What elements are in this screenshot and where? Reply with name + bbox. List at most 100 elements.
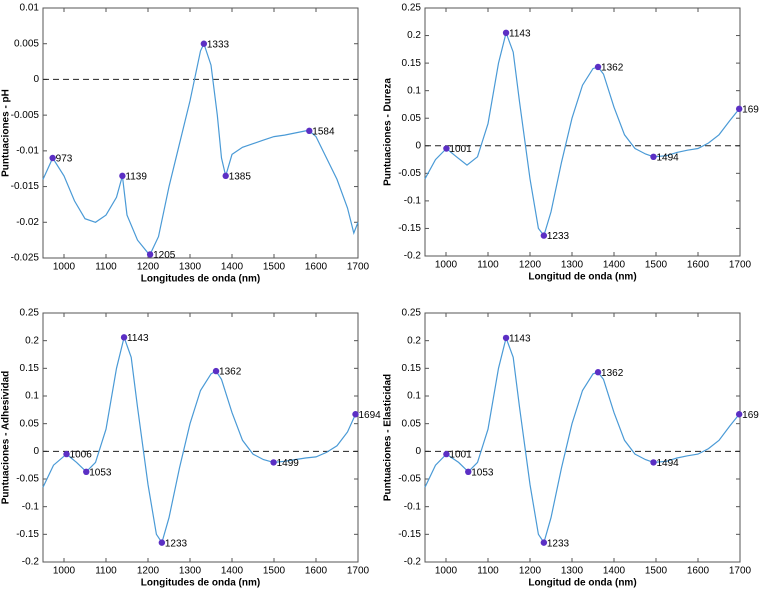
- point-label: 1362: [219, 367, 242, 378]
- subplot: -0.2 -0.15 -0.1 -0.05 0 0.05 0.1 0.15 0.2 0.25 100…: [383, 308, 759, 589]
- point-label: 1001: [449, 450, 472, 461]
- y-tick-label: 0.2: [407, 30, 421, 41]
- y-tick-label: 0.01: [20, 3, 40, 14]
- subplot: -0.025 -0.02 -0.015 -0.01 -0.005 0 0.005 0.01 10…: [1, 3, 370, 285]
- point-label: 1694: [358, 410, 381, 421]
- y-tick-label: 0.05: [402, 418, 422, 429]
- y-tick-label: 0: [415, 446, 421, 457]
- point-label: 1333: [207, 39, 230, 50]
- plot-area: [424, 312, 741, 563]
- marked-point: [306, 127, 313, 135]
- point-label: 1139: [125, 171, 147, 182]
- marked-point: [465, 468, 472, 476]
- point-label: 1233: [547, 231, 570, 242]
- x-tick-label: 1000: [435, 260, 458, 271]
- x-tick-label: 1200: [137, 566, 160, 577]
- marked-point: [146, 251, 154, 258]
- x-tick-label: 1400: [603, 566, 626, 577]
- plot-area: [424, 7, 741, 257]
- y-tick-label: -0.025: [11, 253, 40, 264]
- y-tick-label: -0.1: [22, 501, 40, 512]
- point-label: 1362: [601, 63, 624, 74]
- x-tick-label: 1700: [347, 566, 370, 577]
- y-tick-label: -0.2: [404, 251, 422, 262]
- y-axis-label: Puntuaciones - pH: [1, 89, 12, 177]
- point-label: 1698: [742, 410, 759, 421]
- x-tick-label: 1000: [53, 262, 76, 273]
- point-label: 1143: [509, 334, 531, 345]
- marked-point: [650, 459, 657, 466]
- y-tick-label: 0.15: [402, 58, 422, 69]
- x-tick-label: 1500: [263, 566, 286, 577]
- y-tick-label: 0.1: [407, 391, 421, 402]
- marked-point: [594, 63, 602, 71]
- marked-point: [270, 459, 277, 466]
- y-tick-label: 0.05: [20, 418, 40, 429]
- x-tick-label: 1600: [687, 566, 710, 577]
- curve: [42, 335, 359, 545]
- marked-point: [594, 369, 602, 376]
- curve: [424, 335, 741, 545]
- point-label: 1494: [656, 152, 679, 163]
- y-tick-label: 0.25: [20, 308, 40, 319]
- y-tick-label: -0.02: [16, 217, 39, 228]
- y-tick-label: 0.2: [25, 335, 39, 346]
- y-axis-label: Puntuaciones - Adhesividad: [1, 371, 12, 505]
- x-tick-label: 1200: [519, 260, 542, 271]
- point-label: 973: [56, 154, 73, 165]
- marked-point: [158, 539, 166, 546]
- x-tick-label: 1400: [221, 262, 244, 273]
- x-tick-label: 1300: [179, 566, 202, 577]
- x-tick-label: 1400: [603, 260, 626, 271]
- point-label: 1385: [229, 171, 252, 182]
- x-tick-label: 1000: [53, 566, 76, 577]
- y-tick-label: -0.05: [398, 474, 421, 485]
- point-label: 1205: [153, 250, 176, 261]
- y-tick-label: 0: [33, 446, 39, 457]
- point-label: 1362: [601, 368, 624, 379]
- marked-point: [735, 411, 743, 418]
- y-tick-label: 0.1: [407, 85, 421, 96]
- x-tick-label: 1100: [95, 566, 117, 577]
- point-label: 1001: [449, 144, 472, 155]
- y-tick-label: 0: [415, 140, 421, 151]
- point-label: 1499: [277, 458, 300, 469]
- curve: [424, 30, 741, 237]
- y-tick-label: -0.015: [11, 181, 40, 192]
- subplot: -0.2 -0.15 -0.1 -0.05 0 0.05 0.1 0.15 0.2 0.25 100…: [1, 308, 382, 589]
- x-tick-label: 1600: [305, 262, 328, 273]
- y-tick-label: 0.05: [402, 113, 422, 124]
- x-tick-label: 1400: [221, 566, 244, 577]
- x-tick-label: 1300: [561, 260, 584, 271]
- x-tick-label: 1600: [305, 566, 328, 577]
- x-tick-label: 1300: [561, 566, 584, 577]
- marked-point: [540, 539, 548, 546]
- x-axis-label: Longitud de onda (nm): [528, 578, 636, 589]
- y-tick-label: -0.15: [16, 529, 39, 540]
- x-tick-label: 1300: [179, 262, 202, 273]
- y-tick-label: 0.15: [402, 363, 422, 374]
- x-tick-label: 1500: [645, 260, 668, 271]
- point-label: 1698: [742, 104, 759, 115]
- y-tick-label: 0.15: [20, 363, 40, 374]
- marked-point: [83, 468, 90, 476]
- marked-point: [222, 172, 229, 180]
- y-axis-label: Puntuaciones - Elasticidad: [383, 374, 394, 501]
- x-tick-label: 1200: [137, 262, 160, 273]
- point-label: 1143: [509, 28, 531, 39]
- x-tick-label: 1700: [729, 566, 752, 577]
- point-label: 1494: [656, 458, 679, 469]
- x-tick-label: 1100: [95, 262, 117, 273]
- marked-point: [443, 450, 450, 458]
- y-tick-label: 0.005: [14, 38, 39, 49]
- y-tick-label: 0.1: [25, 391, 39, 402]
- marked-point: [200, 40, 208, 47]
- y-tick-label: -0.05: [16, 474, 39, 485]
- x-tick-label: 1100: [477, 260, 499, 271]
- marked-point: [650, 153, 657, 160]
- y-tick-label: -0.15: [398, 529, 421, 540]
- point-label: 1053: [89, 467, 112, 478]
- x-tick-label: 1200: [519, 566, 542, 577]
- y-tick-label: -0.2: [22, 557, 40, 568]
